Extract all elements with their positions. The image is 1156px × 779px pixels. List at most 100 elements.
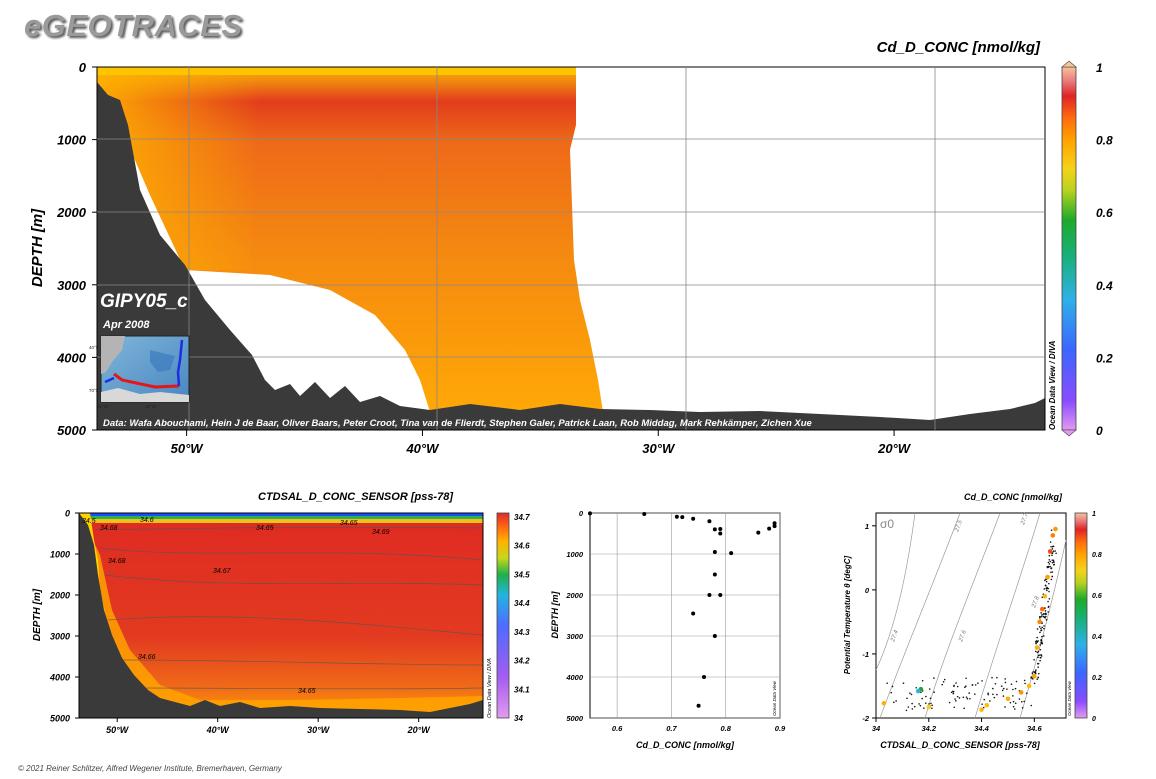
data-point xyxy=(718,526,723,531)
ctd-point xyxy=(1039,654,1041,656)
cd-colorbar-ticks: 0 0.2 0.4 0.6 0.8 1 xyxy=(1096,61,1113,438)
ctd-point xyxy=(1044,612,1047,615)
ctd-point xyxy=(1044,617,1046,619)
x-tick-label: 20°W xyxy=(407,725,432,735)
ctd-point xyxy=(1043,612,1045,615)
ctd-point xyxy=(1037,654,1040,657)
colorbar-tick-label: 0 xyxy=(1092,716,1096,723)
ctd-point xyxy=(1004,681,1007,684)
ctd-point xyxy=(890,691,893,694)
ctd-point xyxy=(929,697,932,700)
ctd-point xyxy=(955,682,957,684)
ctd-point xyxy=(953,706,956,709)
cruise-date: Apr 2008 xyxy=(102,319,150,331)
colored-point xyxy=(1042,593,1048,599)
ctd-point xyxy=(1025,692,1028,695)
ctd-point xyxy=(1050,571,1052,574)
contour-label: 34.65 xyxy=(256,525,274,532)
data-point xyxy=(712,549,717,554)
ctd-point xyxy=(962,696,965,699)
ctd-point xyxy=(1050,567,1052,570)
ctd-point xyxy=(956,695,959,698)
ctd-point xyxy=(902,682,905,684)
ctd-point xyxy=(1040,638,1043,641)
ts-black-points xyxy=(886,529,1057,712)
ctd-point xyxy=(1034,650,1037,653)
ctd-point xyxy=(952,692,955,695)
ctd-point xyxy=(1009,701,1012,704)
colored-point xyxy=(926,704,932,710)
ctd-point xyxy=(1040,612,1042,614)
ctd-point xyxy=(964,686,966,689)
isopycnal-label: 27.4 xyxy=(890,629,900,644)
ctd-point xyxy=(1021,707,1024,709)
ctd-point xyxy=(911,708,914,710)
ctd-point xyxy=(941,683,944,686)
colored-point xyxy=(1050,533,1056,538)
ctd-point xyxy=(1033,671,1036,673)
ctd-point xyxy=(1045,615,1047,618)
ctd-point xyxy=(955,700,957,702)
ctd-point xyxy=(1049,541,1052,543)
ctd-point xyxy=(933,691,935,694)
profile-x-axis: 0.6 0.7 0.8 0.9 xyxy=(612,724,786,733)
ctd-point xyxy=(1043,627,1045,630)
x-tick-label: 0.8 xyxy=(720,724,731,733)
cd-colorbar-label: Ocean Data View / DIVA xyxy=(1048,340,1057,430)
y-tick-label: 5000 xyxy=(50,714,70,724)
x-tick-label: 30°W xyxy=(307,725,331,735)
ctd-point xyxy=(1039,656,1042,659)
ctd-point xyxy=(921,697,923,700)
colored-point xyxy=(915,688,921,694)
data-point xyxy=(707,593,712,597)
ctd-point xyxy=(1051,561,1054,564)
ctd-point xyxy=(1046,566,1049,569)
x-tick-label: 34.2 xyxy=(921,724,936,733)
data-point xyxy=(718,531,723,536)
y-tick-label: 4000 xyxy=(49,673,70,683)
ctd-point xyxy=(891,685,894,688)
y-tick-label: 5000 xyxy=(566,714,584,723)
colorbar-tick-label: 34.3 xyxy=(514,628,530,637)
data-point xyxy=(680,515,685,520)
data-point xyxy=(691,611,696,616)
ctd-point xyxy=(1043,579,1046,582)
isopycnal-label: 27.6 xyxy=(958,629,968,644)
colored-point xyxy=(1037,619,1042,625)
data-point xyxy=(718,593,723,597)
ctd-point xyxy=(1051,571,1054,573)
colorbar-tick-label: 34.5 xyxy=(514,570,530,579)
colored-point xyxy=(984,702,990,708)
ctd-point xyxy=(1023,700,1025,703)
ctd-point xyxy=(989,700,991,702)
sal-colorbar-ticks: 34 34.1 34.2 34.3 34.4 34.5 34.6 34.7 xyxy=(514,513,530,723)
y-tick-label: 1000 xyxy=(50,550,70,560)
data-point xyxy=(729,551,734,556)
ctd-point xyxy=(1048,559,1051,561)
data-point xyxy=(642,512,647,517)
data-point xyxy=(702,675,706,679)
ctd-point xyxy=(1040,642,1043,645)
ctd-point xyxy=(1047,611,1049,613)
colorbar-tick-label: 34.1 xyxy=(514,685,530,694)
ctd-point xyxy=(1035,669,1037,671)
ctd-point xyxy=(1050,545,1052,548)
x-tick-label: 34.4 xyxy=(974,724,989,733)
y-tick-label: 1000 xyxy=(57,133,87,148)
y-tick-label: 1000 xyxy=(566,550,584,559)
x-tick-label: 50°W xyxy=(171,441,205,456)
ctd-point xyxy=(1020,701,1023,703)
ctd-point xyxy=(1036,678,1039,680)
ctd-point xyxy=(1037,656,1039,659)
ctd-point xyxy=(981,703,983,705)
y-tick-label: 1 xyxy=(865,522,869,531)
ctd-point xyxy=(905,709,908,712)
ctd-point xyxy=(987,693,990,696)
y-tick-label: 0 xyxy=(65,509,70,519)
ctd-point xyxy=(1012,695,1014,697)
cd-credits: Data: Wafa Abouchami, Hein J de Baar, Ol… xyxy=(103,418,813,429)
ctd-point xyxy=(1043,625,1045,627)
sal-contour-labels: 34.5 34.6 34.68 34.65 34.69 34.68 34.67 … xyxy=(82,517,390,695)
ctd-point xyxy=(1023,679,1026,682)
ctd-point xyxy=(1000,685,1003,687)
